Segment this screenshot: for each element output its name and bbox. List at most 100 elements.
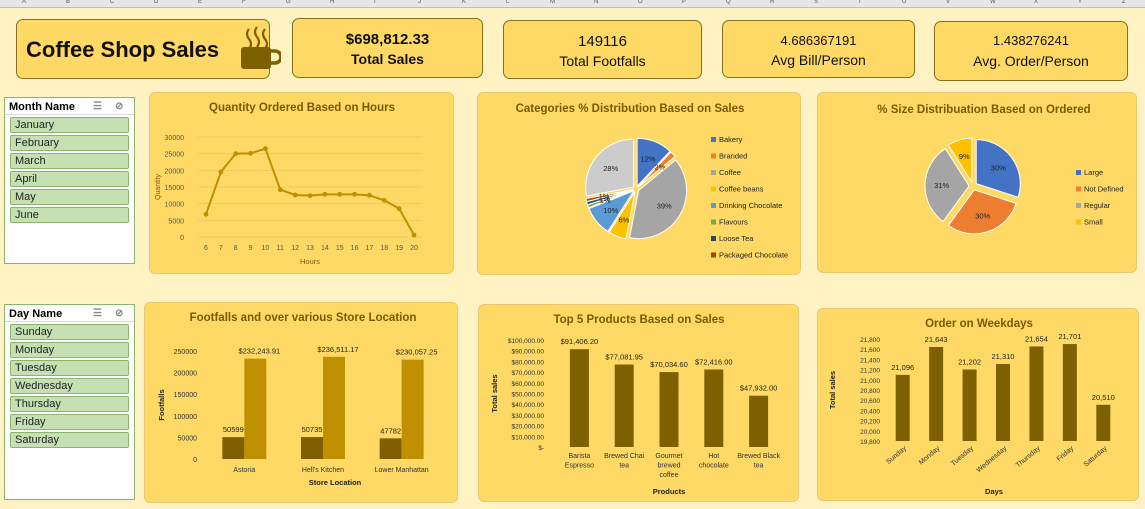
chart-title: Top 5 Products Based on Sales <box>553 314 724 326</box>
day-item-thursday[interactable]: Thursday <box>10 396 129 412</box>
column-letter[interactable]: G <box>286 0 291 5</box>
column-letter[interactable]: Q <box>726 0 731 5</box>
column-letter[interactable]: N <box>594 0 599 5</box>
multi-select-icon[interactable]: ☰ <box>93 308 102 319</box>
series-line <box>205 147 415 236</box>
bar <box>401 359 424 459</box>
data-label: 10% <box>603 206 618 215</box>
day-item-wednesday[interactable]: Wednesday <box>10 378 129 394</box>
x-tick-label: tea <box>754 463 764 470</box>
kpi-label: Total Footfalls <box>559 53 646 69</box>
kpi-label: Avg Bill/Person <box>771 52 866 68</box>
column-letter[interactable]: P <box>682 0 687 5</box>
legend-entry: Large <box>1084 168 1103 177</box>
multi-select-icon[interactable]: ☰ <box>93 101 102 112</box>
month-item-january[interactable]: January <box>10 117 129 133</box>
legend-entry: Branded <box>719 152 747 161</box>
column-letter[interactable]: L <box>506 0 510 5</box>
size-pie-chart-panel: % Size Distribuation Based on Ordered 30%… <box>817 92 1137 273</box>
data-label: $91,406.20 <box>561 337 599 346</box>
x-tick-label: Sunday <box>885 445 908 466</box>
legend-swatch <box>1076 170 1081 175</box>
x-axis-label: Hours <box>300 257 320 266</box>
pie-slice <box>588 189 635 233</box>
title-card: Coffee Shop Sales <box>16 19 281 79</box>
column-letter[interactable]: C <box>110 0 115 5</box>
column-header-bar: A B C D E F G H I J K L M N O P Q R S T U V W X Y Z <box>0 0 1145 8</box>
clear-filter-icon[interactable]: ⊘ <box>115 308 124 319</box>
day-slicer-header: Day Name ☰ ⊘ <box>5 305 134 322</box>
x-tick-label: 12 <box>291 245 299 252</box>
y-tick-label: 21,400 <box>860 357 880 364</box>
x-tick-label: 19 <box>395 245 403 252</box>
top-products-bar-chart-panel: Top 5 Products Based on Sales $- $10,000.0… <box>478 304 799 502</box>
column-letter[interactable]: A <box>22 0 27 5</box>
column-letter[interactable]: I <box>374 0 376 5</box>
day-slicer-items: Sunday Monday Tuesday Wednesday Thursday Frid… <box>5 324 134 448</box>
data-label: 50599 <box>223 425 244 434</box>
column-letter[interactable]: E <box>198 0 203 5</box>
y-tick-label: $60,000.00 <box>511 381 544 388</box>
y-tick-label: 0 <box>193 457 197 464</box>
data-point <box>233 151 239 157</box>
data-label: 1% <box>599 194 610 203</box>
y-tick-label: 20,000 <box>860 429 880 436</box>
day-item-tuesday[interactable]: Tuesday <box>10 360 129 376</box>
month-slicer[interactable]: Month Name ☰ ⊘ January February March April… <box>4 97 135 264</box>
month-item-march[interactable]: March <box>10 153 129 169</box>
chart-title: Categories % Distribution Based on Sales <box>516 103 745 115</box>
column-letter[interactable]: K <box>462 0 467 5</box>
y-tick-label: 19,800 <box>860 439 880 446</box>
column-letter[interactable]: X <box>1034 0 1039 5</box>
clear-filter-icon[interactable]: ⊘ <box>115 101 124 112</box>
month-item-may[interactable]: May <box>10 189 129 205</box>
column-letter[interactable]: Z <box>1122 0 1126 5</box>
column-letter[interactable]: H <box>330 0 335 5</box>
column-letter[interactable]: V <box>946 0 951 5</box>
y-tick-label: $90,000.00 <box>511 349 544 356</box>
day-item-friday[interactable]: Friday <box>10 414 129 430</box>
column-letter[interactable]: U <box>902 0 907 5</box>
column-letter[interactable]: F <box>242 0 246 5</box>
day-item-sunday[interactable]: Sunday <box>10 324 129 340</box>
day-slicer[interactable]: Day Name ☰ ⊘ Sunday Monday Tuesday Wednesda… <box>4 304 135 500</box>
bar <box>379 438 402 459</box>
dashboard-title: Coffee Shop Sales <box>26 37 220 62</box>
month-item-february[interactable]: February <box>10 135 129 151</box>
kpi-avg-order: 1.438276241 Avg. Order/Person <box>934 21 1128 81</box>
column-letter[interactable]: M <box>550 0 555 5</box>
column-letter[interactable]: W <box>990 0 996 5</box>
month-item-june[interactable]: June <box>10 207 129 223</box>
y-axis-label: Total sales <box>490 374 499 412</box>
pie-slice <box>947 137 973 184</box>
data-label: 50735 <box>302 425 323 434</box>
column-letter[interactable]: T <box>858 0 862 5</box>
data-label: 12% <box>641 155 656 164</box>
weekday-bar-chart-panel: Order on Weekdays 19,800 20,000 20,200 20,40… <box>817 308 1139 501</box>
column-letter[interactable]: D <box>154 0 159 5</box>
day-item-monday[interactable]: Monday <box>10 342 129 358</box>
column-letter[interactable]: Y <box>1078 0 1083 5</box>
x-tick-label: 16 <box>351 245 359 252</box>
legend-entry: Coffee beans <box>719 185 764 194</box>
y-tick-label: 20,200 <box>860 419 880 426</box>
pie-slice <box>585 189 634 203</box>
column-letter[interactable]: O <box>638 0 643 5</box>
data-label: 20,510 <box>1092 393 1115 402</box>
column-letter[interactable]: S <box>814 0 819 5</box>
bar <box>659 372 679 447</box>
data-point <box>277 187 283 193</box>
x-tick-label: chocolate <box>699 463 729 470</box>
x-tick-label: 18 <box>380 245 388 252</box>
day-item-saturday[interactable]: Saturday <box>10 432 129 448</box>
legend-swatch <box>711 137 716 142</box>
column-letter[interactable]: J <box>418 0 421 5</box>
column-letter[interactable]: R <box>770 0 775 5</box>
x-axis-label: Store Location <box>309 478 362 487</box>
data-label: 6% <box>619 215 630 224</box>
data-label: 31% <box>934 181 949 190</box>
column-letter[interactable]: B <box>66 0 71 5</box>
data-label: $236,511.17 <box>317 345 358 354</box>
x-tick-label: 9 <box>249 245 253 252</box>
month-item-april[interactable]: April <box>10 171 129 187</box>
